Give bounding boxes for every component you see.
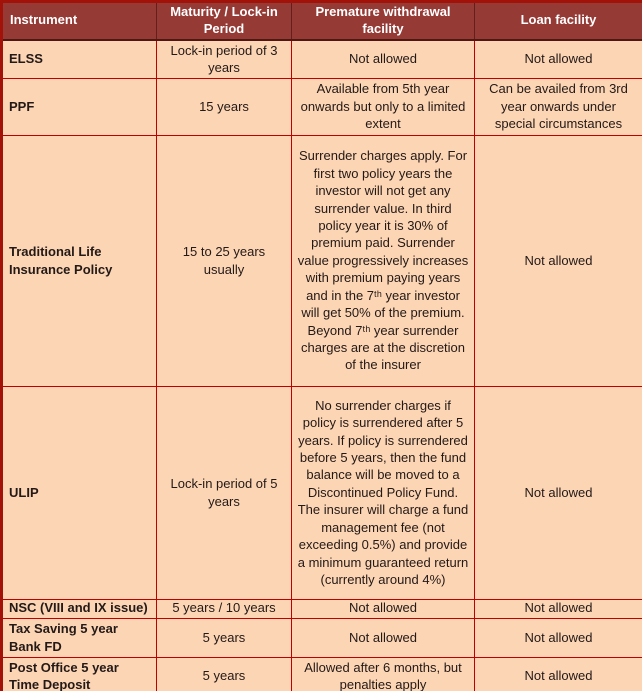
cell-maturity: 15 years: [156, 77, 292, 136]
table-row-tax-saving-bank-fd: Tax Saving 5 year Bank FD 5 years Not al…: [1, 617, 642, 658]
table-row-nsc: NSC (VIII and IX issue) 5 years / 10 yea…: [1, 598, 642, 619]
cell-instrument: Traditional Life Insurance Policy: [1, 134, 157, 387]
cell-loan: Not allowed: [474, 385, 642, 600]
cell-instrument: ULIP: [1, 385, 157, 600]
cell-premature: No surrender charges if policy is surren…: [291, 385, 475, 600]
table-row-ulip: ULIP Lock-in period of 5 years No surren…: [1, 385, 642, 600]
cell-instrument: NSC (VIII and IX issue): [1, 598, 157, 619]
cell-maturity: 15 to 25 years usually: [156, 134, 292, 387]
cell-maturity: 5 years: [156, 656, 292, 691]
cell-premature: Allowed after 6 months, but penalties ap…: [291, 656, 475, 691]
cell-loan: Not allowed: [474, 617, 642, 658]
table-row-traditional-life-insurance: Traditional Life Insurance Policy 15 to …: [1, 134, 642, 387]
cell-maturity: 5 years / 10 years: [156, 598, 292, 619]
col-header-premature-withdrawal: Premature withdrawal facility: [291, 1, 475, 41]
cell-premature: Not allowed: [291, 39, 475, 79]
col-header-maturity: Maturity / Lock-in Period: [156, 1, 292, 41]
cell-premature: Not allowed: [291, 617, 475, 658]
col-header-instrument: Instrument: [1, 1, 157, 41]
cell-loan: Not allowed: [474, 39, 642, 79]
cell-premature: Surrender charges apply. For first two p…: [291, 134, 475, 387]
col-header-loan-facility: Loan facility: [474, 1, 642, 41]
cell-premature: Not allowed: [291, 598, 475, 619]
cell-maturity: Lock-in period of 3 years: [156, 39, 292, 79]
cell-instrument: Post Office 5 year Time Deposit: [1, 656, 157, 691]
header-row: Instrument Maturity / Lock-in Period Pre…: [1, 1, 642, 41]
cell-instrument: Tax Saving 5 year Bank FD: [1, 617, 157, 658]
cell-premature: Available from 5th year onwards but only…: [291, 77, 475, 136]
cell-loan: Not allowed: [474, 598, 642, 619]
cell-maturity: 5 years: [156, 617, 292, 658]
cell-maturity: Lock-in period of 5 years: [156, 385, 292, 600]
table-row-post-office-time-deposit: Post Office 5 year Time Deposit 5 years …: [1, 656, 642, 691]
table-row-ppf: PPF 15 years Available from 5th year onw…: [1, 77, 642, 136]
cell-instrument: PPF: [1, 77, 157, 136]
cell-loan: Not allowed: [474, 134, 642, 387]
cell-loan: Can be availed from 3rd year onwards und…: [474, 77, 642, 136]
cell-instrument: ELSS: [1, 39, 157, 79]
table-row-elss: ELSS Lock-in period of 3 years Not allow…: [1, 39, 642, 79]
cell-loan: Not allowed: [474, 656, 642, 691]
